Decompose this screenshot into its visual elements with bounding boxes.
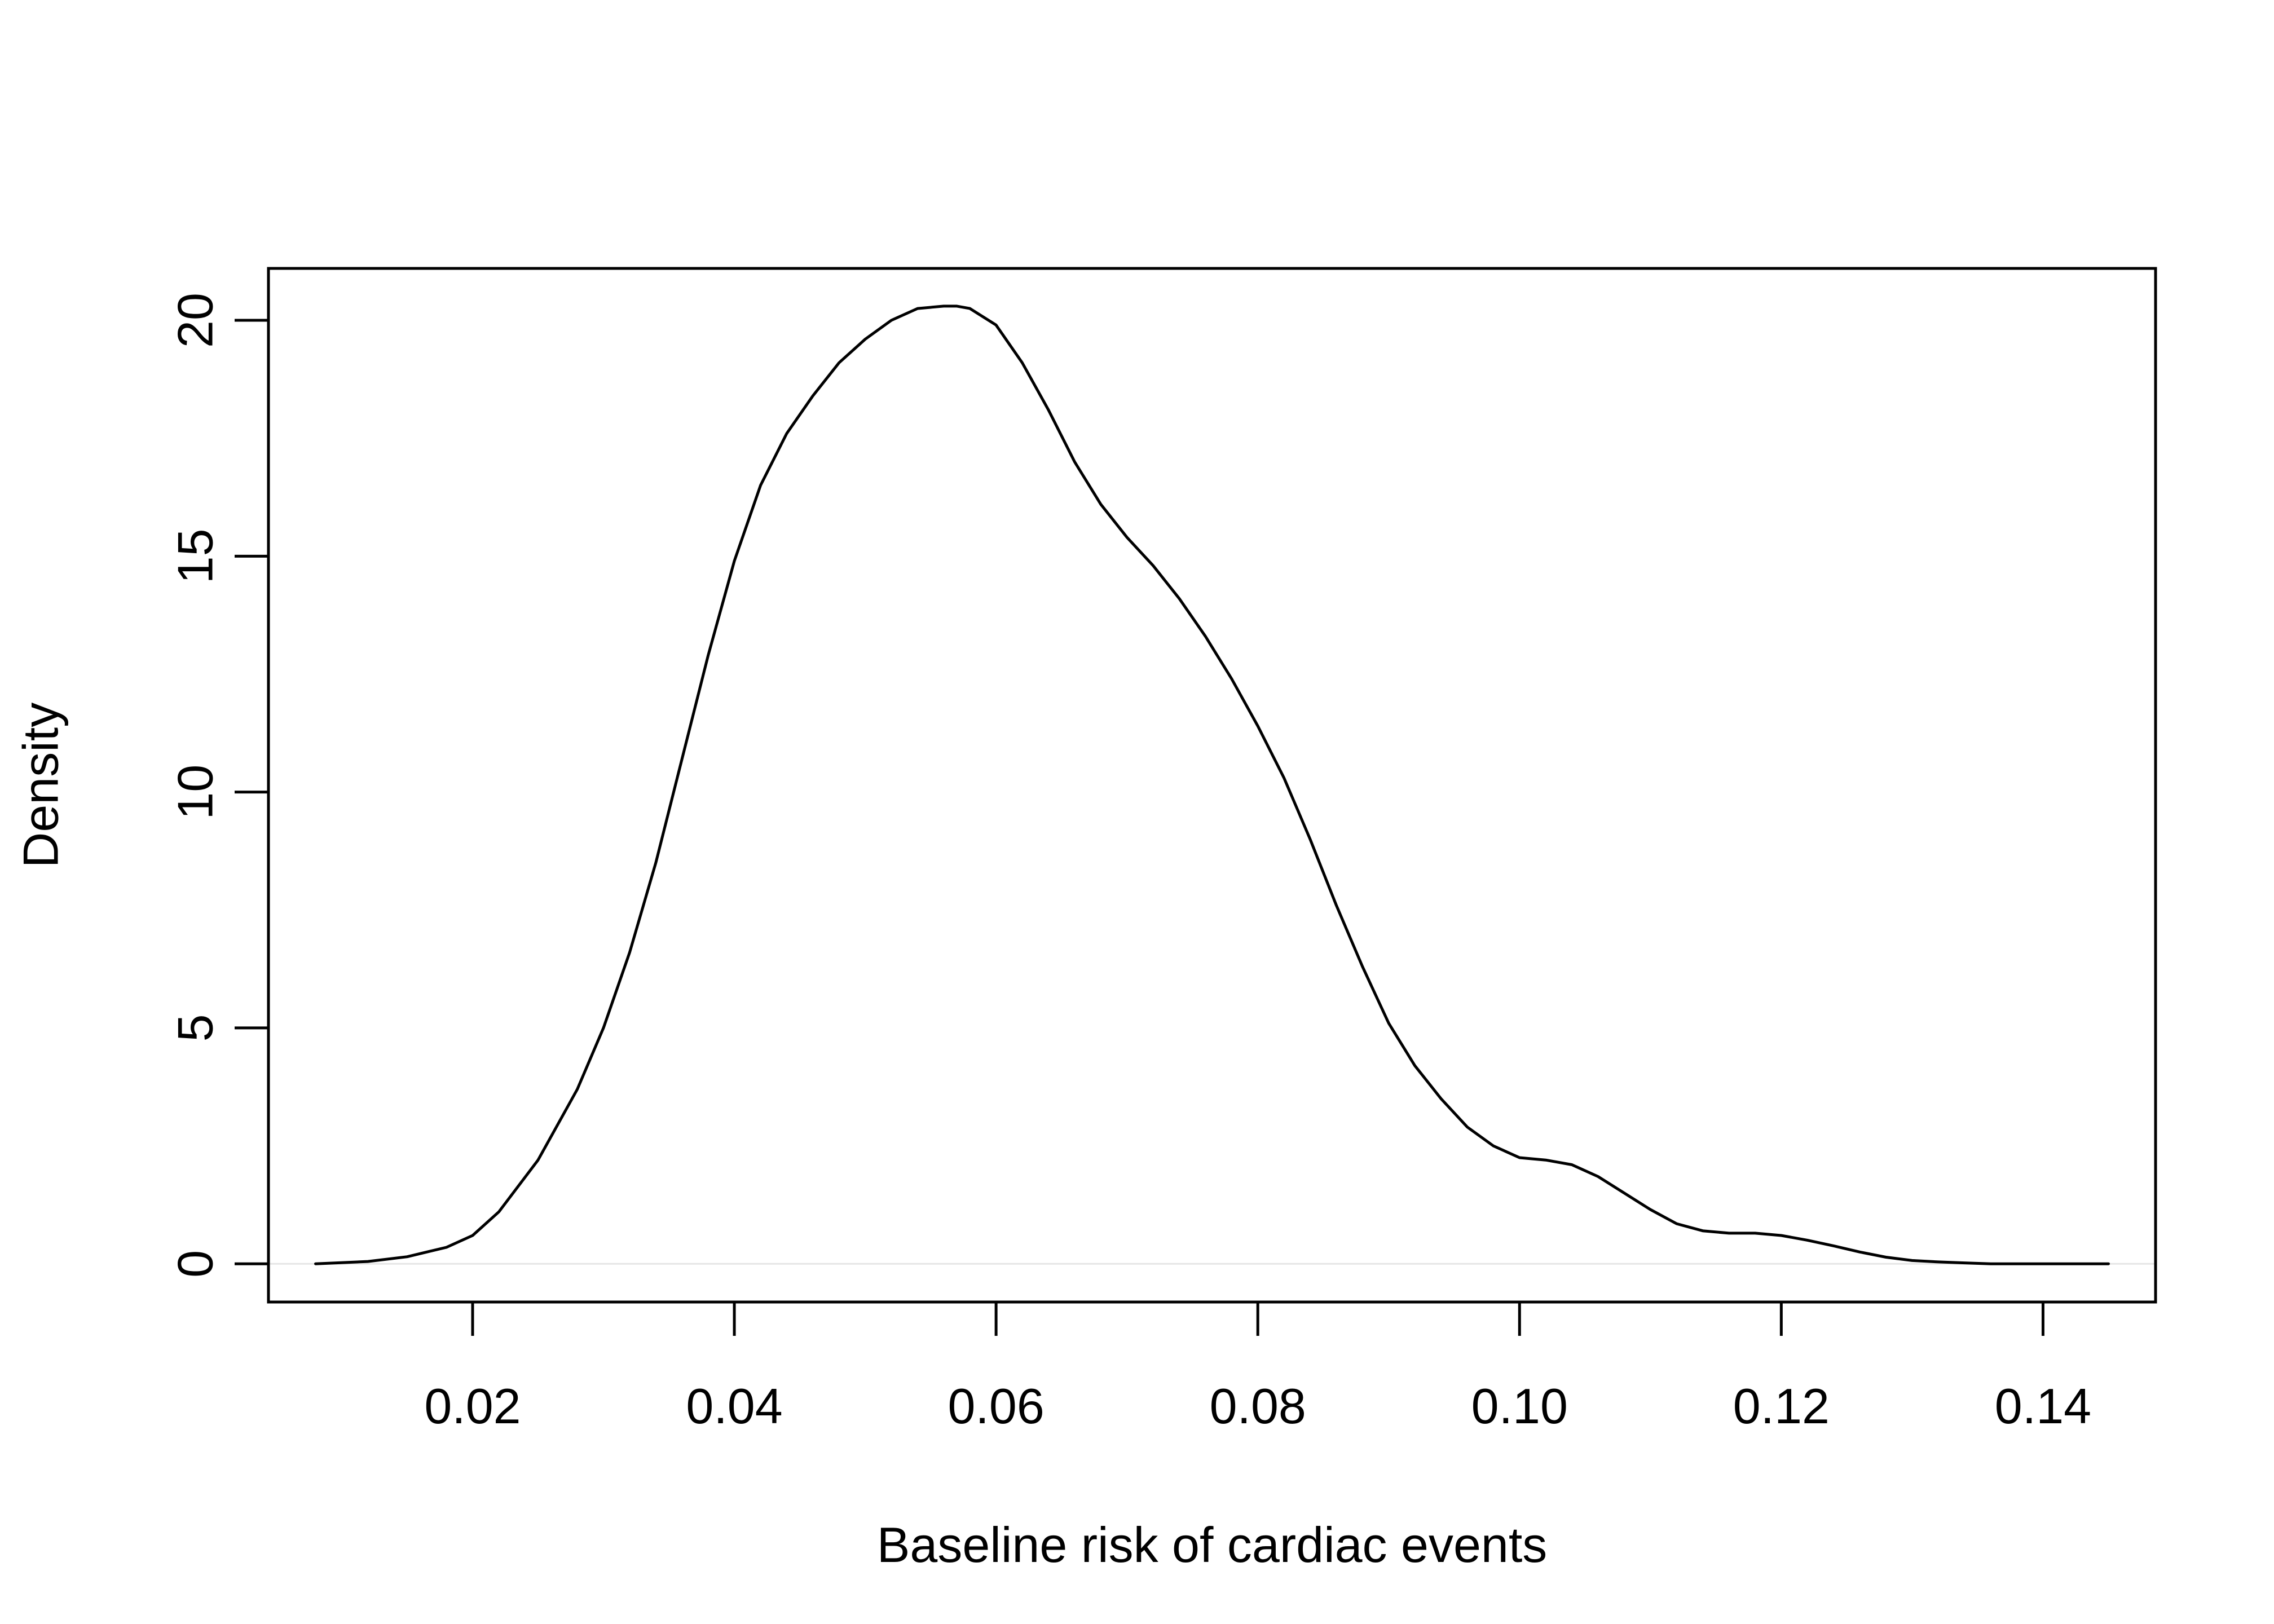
x-tick-label: 0.10 — [1471, 1378, 1568, 1434]
y-tick-label: 5 — [168, 1014, 223, 1042]
x-axis: 0.02 0.04 0.06 0.08 0.10 0.12 0.14 — [424, 1302, 2091, 1434]
y-tick-label: 20 — [168, 293, 223, 348]
y-axis: 0 5 10 15 20 — [168, 293, 268, 1278]
x-axis-title: Baseline risk of cardiac events — [877, 1517, 1548, 1573]
y-tick-label: 15 — [168, 528, 223, 584]
x-tick-label: 0.12 — [1733, 1378, 1830, 1434]
x-tick-label: 0.04 — [686, 1378, 782, 1434]
x-tick-label: 0.06 — [948, 1378, 1044, 1434]
x-tick-label: 0.14 — [1995, 1378, 2091, 1434]
y-tick-label: 0 — [168, 1250, 223, 1278]
y-axis-title: Density — [13, 703, 69, 868]
x-tick-label: 0.08 — [1210, 1378, 1306, 1434]
plot-frame — [267, 267, 2157, 1304]
density-curve — [314, 304, 2110, 1265]
y-tick-label: 10 — [168, 765, 223, 820]
x-tick-label: 0.02 — [424, 1378, 521, 1434]
